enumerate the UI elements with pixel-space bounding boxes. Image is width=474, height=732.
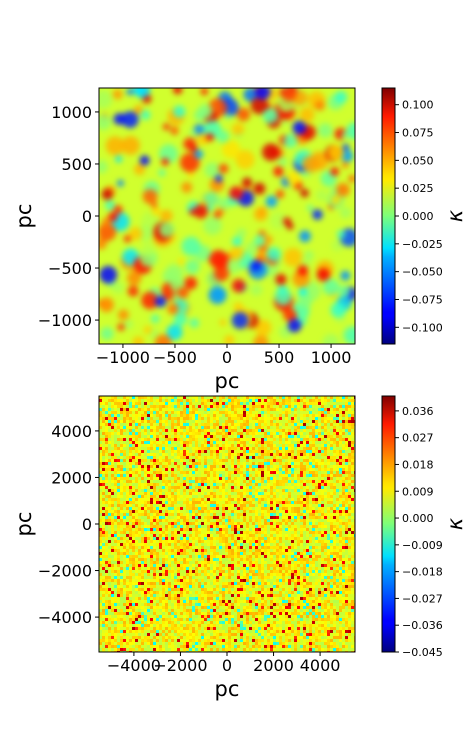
x-tick-label-2-2: 0 (222, 656, 232, 675)
x-axis-label-2: pc (215, 677, 240, 701)
y-tick-label-1-3: −500 (48, 259, 92, 278)
colorbar-tick-label-1-3: 0.025 (402, 182, 434, 195)
heatmap-field-1 (99, 88, 355, 344)
colorbar-tick-label-1-0: 0.100 (402, 99, 434, 112)
colorbar-2 (381, 395, 396, 653)
y-axis-label-2: pc (12, 512, 36, 537)
y-tick-label-1-2: 0 (82, 207, 92, 226)
colorbar-tick-label-2-0: 0.036 (402, 405, 434, 418)
colorbar-tick-label-2-2: 0.018 (402, 458, 434, 471)
x-tick-label-1-3: 500 (264, 348, 295, 367)
colorbar-1 (381, 87, 396, 345)
colorbar-tick-label-1-4: 0.000 (402, 210, 434, 223)
x-tick-label-2-3: 2000 (253, 656, 294, 675)
x-tick-label-2-4: 4000 (300, 656, 341, 675)
colorbar-tick-label-2-7: −0.027 (402, 592, 443, 605)
y-tick-label-1-0: 1000 (51, 103, 92, 122)
x-tick-label-2-0: −4000 (107, 656, 161, 675)
colorbar-tick-label-1-8: −0.100 (402, 321, 443, 334)
y-axis-label-1: pc (12, 204, 36, 229)
y-tick-label-1-1: 500 (61, 155, 92, 174)
y-tick-label-2-3: −2000 (38, 562, 92, 581)
colorbar-tick-label-2-4: 0.000 (402, 512, 434, 525)
panel-2: −4000−2000 0 2000 4000400020000−2000−4000pc… (12, 395, 467, 701)
colorbar-tick-label-1-5: −0.025 (402, 238, 443, 251)
y-tick-label-2-0: 4000 (51, 422, 92, 441)
y-tick-label-1-4: −1000 (38, 311, 92, 330)
y-tick-label-2-2: 0 (82, 515, 92, 534)
y-tick-label-2-1: 2000 (51, 468, 92, 487)
colorbar-label-2: κ (443, 517, 467, 530)
x-tick-label-1-2: 0 (222, 348, 232, 367)
colorbar-label-1: κ (443, 209, 467, 222)
colorbar-tick-label-2-9: −0.045 (402, 646, 443, 659)
colorbar-tick-label-2-3: 0.009 (402, 485, 434, 498)
x-axis-label-1: pc (215, 369, 240, 393)
colorbar-tick-label-1-7: −0.075 (402, 293, 443, 306)
colorbar-tick-label-2-6: −0.018 (402, 566, 443, 579)
colorbar-tick-label-2-1: 0.027 (402, 432, 434, 445)
colorbar-tick-label-2-5: −0.009 (402, 539, 443, 552)
colorbar-tick-label-1-6: −0.050 (402, 266, 443, 279)
heatmap-field-2 (99, 396, 355, 652)
colorbar-tick-label-2-8: −0.036 (402, 619, 443, 632)
x-tick-label-1-0: −1000 (96, 348, 150, 367)
x-tick-label-2-1: −2000 (153, 656, 207, 675)
y-tick-label-2-4: −4000 (38, 608, 92, 627)
panel-1: −1000 −500 0 500 100010005000−500−1000pcpc0.… (12, 87, 467, 393)
x-tick-label-1-1: −500 (153, 348, 197, 367)
colorbar-tick-label-1-2: 0.050 (402, 154, 434, 167)
colorbar-tick-label-1-1: 0.075 (402, 127, 434, 140)
x-tick-label-1-4: 1000 (311, 348, 352, 367)
